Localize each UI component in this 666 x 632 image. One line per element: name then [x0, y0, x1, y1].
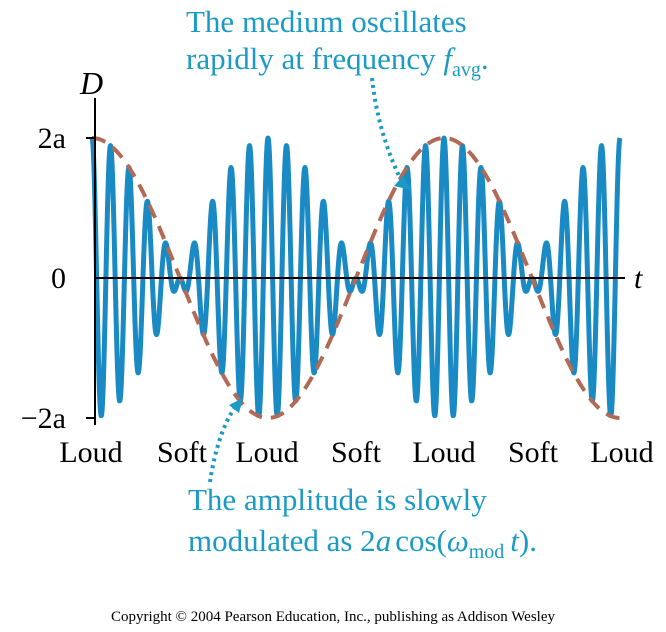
top-annotation-line2: rapidly at frequency favg.	[186, 41, 489, 81]
bottom-annotation-line2: modulated as 2a cos(ωmod t).	[188, 523, 537, 563]
top-annotation-line1: The medium oscillates	[186, 4, 467, 39]
y-tick-label-zero: 0	[51, 262, 66, 295]
copyright-notice: Copyright © 2004 Pearson Education, Inc.…	[111, 609, 556, 625]
y-tick-label-bottom: −2a	[21, 402, 66, 435]
beat-label-soft: Soft	[157, 436, 208, 469]
top-arrowhead-icon	[394, 176, 411, 190]
beat-label-loud: Loud	[235, 436, 298, 469]
y-tick-label-top: 2a	[38, 122, 66, 155]
beat-label-soft: Soft	[331, 436, 382, 469]
bottom-annotation-line1: The amplitude is slowly	[188, 482, 487, 517]
bottom-arrowhead-icon	[229, 398, 243, 413]
x-axis-label: t	[634, 262, 643, 295]
beat-label-loud: Loud	[59, 436, 122, 469]
top-annotation-arrow	[370, 77, 404, 183]
beat-label-loud: Loud	[590, 436, 653, 469]
beat-label-loud: Loud	[412, 436, 475, 469]
y-axis-label: D	[79, 65, 103, 101]
beat-label-soft: Soft	[508, 436, 559, 469]
bottom-annotation-arrow	[208, 404, 238, 483]
